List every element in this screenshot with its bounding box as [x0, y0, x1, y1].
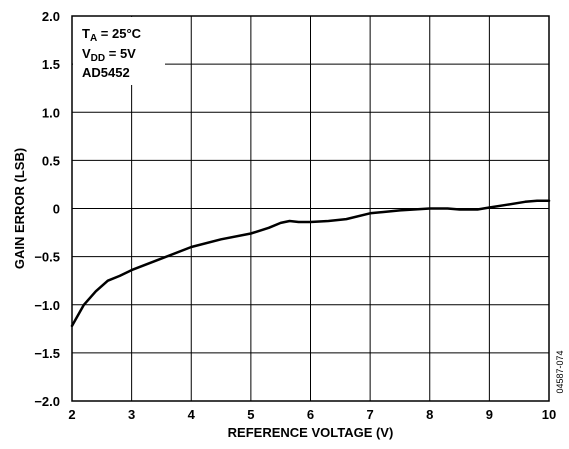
x-tick-label: 6: [307, 407, 314, 422]
y-tick-label: −1.0: [34, 298, 60, 313]
legend-vdd-rest: = 5V: [105, 46, 136, 61]
x-tick-label: 3: [128, 407, 135, 422]
gain-error-line: [70, 199, 551, 328]
legend-part: AD5452: [82, 65, 130, 80]
legend-vdd: VDD = 5V: [82, 46, 136, 64]
y-tick-label: 1.5: [42, 57, 60, 72]
legend-vdd-main: V: [82, 46, 91, 61]
x-axis-title: REFERENCE VOLTAGE (V): [228, 425, 394, 440]
y-tick-label: 0: [53, 202, 60, 217]
x-tick-label: 5: [247, 407, 254, 422]
y-tick-label: 2.0: [42, 9, 60, 24]
legend-ta-rest: = 25°C: [97, 26, 141, 41]
legend-background: [73, 17, 165, 85]
x-tick-labels: 2 3 4 5 6 7 8 9 10: [68, 407, 556, 422]
y-tick-label: 0.5: [42, 153, 60, 168]
x-tick-label: 10: [542, 407, 556, 422]
x-tick-label: 8: [426, 407, 433, 422]
legend-vdd-sub: DD: [91, 53, 105, 64]
figure-id: 04587-074: [555, 350, 565, 393]
y-tick-labels: 2.0 1.5 1.0 0.5 0 −0.5 −1.0 −1.5 −2.0: [34, 9, 60, 409]
y-axis-title: GAIN ERROR (LSB): [12, 148, 27, 269]
y-tick-label: 1.0: [42, 105, 60, 120]
conditions-legend: TA = 25°C VDD = 5V AD5452: [73, 17, 165, 85]
y-tick-label: −2.0: [34, 394, 60, 409]
x-tick-label: 7: [367, 407, 374, 422]
legend-ta-sub: A: [90, 33, 97, 44]
x-tick-label: 9: [486, 407, 493, 422]
x-tick-label: 2: [68, 407, 75, 422]
plot-frame: [71, 15, 550, 402]
y-tick-label: −0.5: [34, 250, 60, 265]
y-tick-label: −1.5: [34, 346, 60, 361]
x-tick-label: 4: [188, 407, 196, 422]
legend-ta-main: T: [82, 26, 90, 41]
legend-ta: TA = 25°C: [82, 26, 142, 44]
